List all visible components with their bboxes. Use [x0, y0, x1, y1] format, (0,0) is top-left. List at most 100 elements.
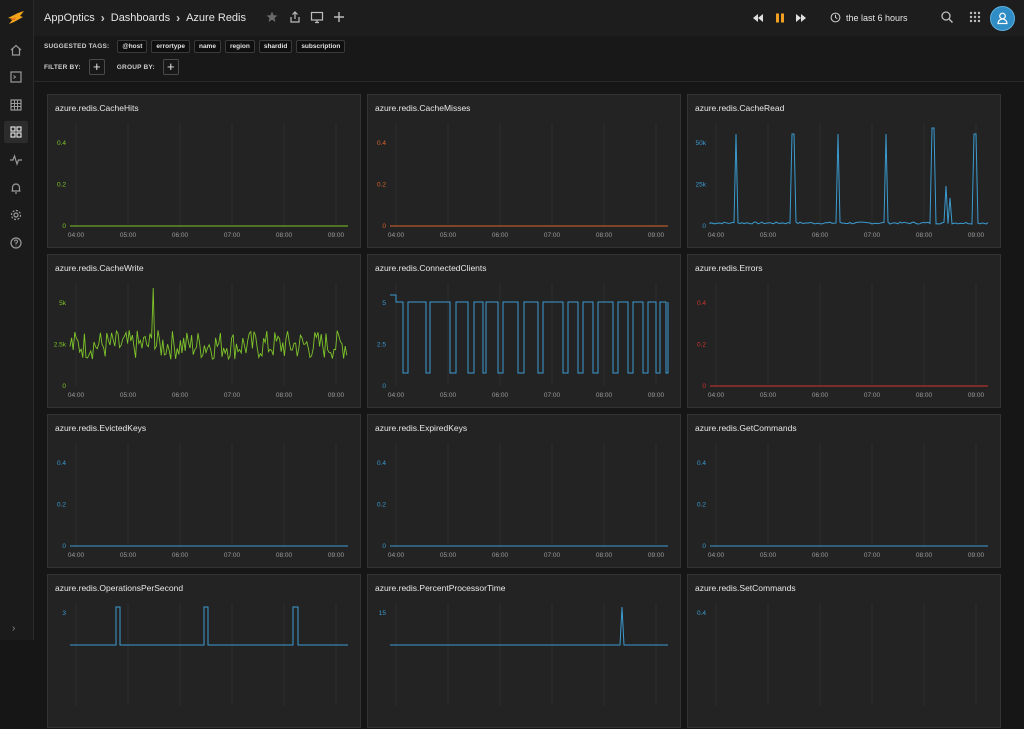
chart-panel[interactable]: azure.redis.CacheMisses 04:00 05:00 06:00 07… — [367, 94, 681, 248]
tag-errortype[interactable]: errortype — [151, 40, 190, 53]
x-tick-label: 09:00 — [968, 552, 985, 559]
chart-panel[interactable]: azure.redis.Errors 04:00 05:00 06:00 07:00 08… — [687, 254, 1001, 408]
star-icon[interactable] — [265, 10, 279, 24]
x-tick-label: 07:00 — [224, 392, 241, 399]
series-line — [69, 287, 348, 361]
tag-shardid[interactable]: shardid — [258, 40, 293, 53]
y-tick-label: 15 — [379, 610, 387, 617]
user-avatar[interactable] — [990, 6, 1015, 31]
monitor-icon[interactable] — [310, 10, 324, 24]
breadcrumb-dashboards[interactable]: Dashboards — [110, 12, 171, 24]
y-tick-label: 0 — [702, 383, 706, 390]
x-tick-label: 08:00 — [596, 552, 613, 559]
add-panel-icon[interactable] — [332, 10, 346, 24]
pause-icon[interactable] — [773, 11, 787, 25]
series-line — [390, 606, 668, 646]
x-tick-label: 04:00 — [708, 552, 725, 559]
x-tick-label: 04:00 — [68, 552, 85, 559]
terminal-icon[interactable] — [9, 70, 23, 84]
add-group-button[interactable]: + — [162, 59, 179, 75]
y-tick-label: 25k — [696, 182, 707, 189]
y-tick-label: 0 — [382, 543, 386, 550]
share-icon[interactable] — [288, 10, 302, 24]
add-filter-button[interactable]: + — [88, 59, 105, 75]
panel-title: azure.redis.CacheWrite — [55, 263, 144, 273]
y-tick-label: 0 — [702, 223, 706, 230]
chart-panel[interactable]: azure.redis.SetCommands 0.4 — [687, 574, 1001, 728]
x-tick-label: 06:00 — [172, 552, 189, 559]
chart-panel[interactable]: azure.redis.CacheWrite 04:00 05:00 06:00 07:… — [47, 254, 361, 408]
x-tick-label: 04:00 — [68, 392, 85, 399]
x-tick-label: 06:00 — [492, 552, 509, 559]
y-tick-label: 2.5k — [54, 342, 67, 349]
collapse-sidebar-icon[interactable]: › — [12, 623, 16, 634]
tag-region[interactable]: region — [224, 40, 255, 53]
rewind-icon[interactable] — [751, 11, 765, 25]
x-tick-label: 09:00 — [968, 232, 985, 239]
y-tick-label: 0.4 — [377, 140, 386, 147]
x-tick-label: 07:00 — [544, 232, 561, 239]
x-tick-label: 05:00 — [760, 392, 777, 399]
y-tick-label: 50k — [696, 140, 707, 147]
x-tick-label: 09:00 — [648, 392, 665, 399]
time-range-selector[interactable]: the last 6 hours — [830, 12, 908, 23]
chart-panel[interactable]: azure.redis.EvictedKeys 04:00 05:00 06:00 07… — [47, 414, 361, 568]
clock-icon — [830, 12, 841, 23]
apps-grid-icon[interactable] — [968, 10, 982, 24]
chart-panel[interactable]: azure.redis.PercentProcessorTime 15 — [367, 574, 681, 728]
chart-panel[interactable]: azure.redis.ConnectedClients 04:00 05:00 06… — [367, 254, 681, 408]
x-tick-label: 09:00 — [328, 232, 345, 239]
panel-title: azure.redis.ExpiredKeys — [375, 423, 468, 433]
x-tick-label: 07:00 — [864, 392, 881, 399]
chart-panel[interactable]: azure.redis.CacheHits 04:00 05:00 06:00 07:0… — [47, 94, 361, 248]
x-tick-label: 04:00 — [388, 232, 405, 239]
chart-panel[interactable]: azure.redis.GetCommands 04:00 05:00 06:00 07… — [687, 414, 1001, 568]
chart-panel[interactable]: azure.redis.CacheRead 04:00 05:00 06:00 07:0… — [687, 94, 1001, 248]
suggested-tags: SUGGESTED TAGS: @host errortype name reg… — [44, 40, 346, 53]
x-tick-label: 06:00 — [812, 392, 829, 399]
chart-plot: 04:00 05:00 06:00 07:00 08:00 09:00 0.4 0.2 0 — [377, 123, 668, 239]
gear-icon[interactable] — [9, 208, 23, 222]
tag-name[interactable]: name — [193, 40, 221, 53]
help-icon[interactable] — [9, 236, 23, 250]
group-by-label: GROUP BY: — [116, 63, 155, 71]
chart-plot: 04:00 05:00 06:00 07:00 08:00 09:00 5 2.5 0 — [377, 283, 669, 399]
dashboards-icon[interactable] — [4, 121, 28, 143]
solarwinds-logo-icon[interactable] — [6, 8, 26, 28]
search-icon[interactable] — [940, 10, 954, 24]
time-range-label: the last 6 hours — [846, 12, 908, 23]
tags-bar: SUGGESTED TAGS: @host errortype name reg… — [34, 36, 1024, 82]
tag-subscription[interactable]: subscription — [296, 40, 346, 53]
table-icon[interactable] — [9, 98, 23, 112]
x-tick-label: 05:00 — [120, 392, 137, 399]
x-tick-label: 04:00 — [708, 392, 725, 399]
fast-forward-icon[interactable] — [794, 11, 808, 25]
x-tick-label: 05:00 — [760, 232, 777, 239]
x-tick-label: 08:00 — [916, 552, 933, 559]
bell-icon[interactable] — [9, 181, 23, 195]
y-tick-label: 0.4 — [57, 140, 66, 147]
chart-panel[interactable]: azure.redis.ExpiredKeys 04:00 05:00 06:00 07… — [367, 414, 681, 568]
home-icon[interactable] — [9, 43, 23, 57]
series-line — [70, 606, 348, 646]
breadcrumb-appoptics[interactable]: AppOptics — [44, 12, 95, 24]
x-tick-label: 07:00 — [544, 552, 561, 559]
y-tick-label: 0 — [62, 543, 66, 550]
panel-title: azure.redis.Errors — [695, 263, 763, 273]
sidebar: › — [0, 0, 34, 640]
tag-host[interactable]: @host — [117, 40, 148, 53]
chart-plot: 04:00 05:00 06:00 07:00 08:00 09:00 50k 25k 0 — [696, 123, 989, 239]
y-tick-label: 0 — [702, 543, 706, 550]
x-tick-label: 08:00 — [276, 392, 293, 399]
panel-title: azure.redis.SetCommands — [695, 583, 796, 593]
x-tick-label: 04:00 — [68, 232, 85, 239]
panel-title: azure.redis.OperationsPerSecond — [55, 583, 184, 593]
chart-panel[interactable]: azure.redis.OperationsPerSecond 3 — [47, 574, 361, 728]
x-tick-label: 05:00 — [120, 552, 137, 559]
x-tick-label: 09:00 — [648, 232, 665, 239]
pulse-icon[interactable] — [9, 153, 23, 167]
x-tick-label: 07:00 — [544, 392, 561, 399]
y-tick-label: 0 — [62, 383, 66, 390]
filter-by-label: FILTER BY: — [44, 63, 81, 71]
y-tick-label: 0.2 — [377, 502, 386, 509]
